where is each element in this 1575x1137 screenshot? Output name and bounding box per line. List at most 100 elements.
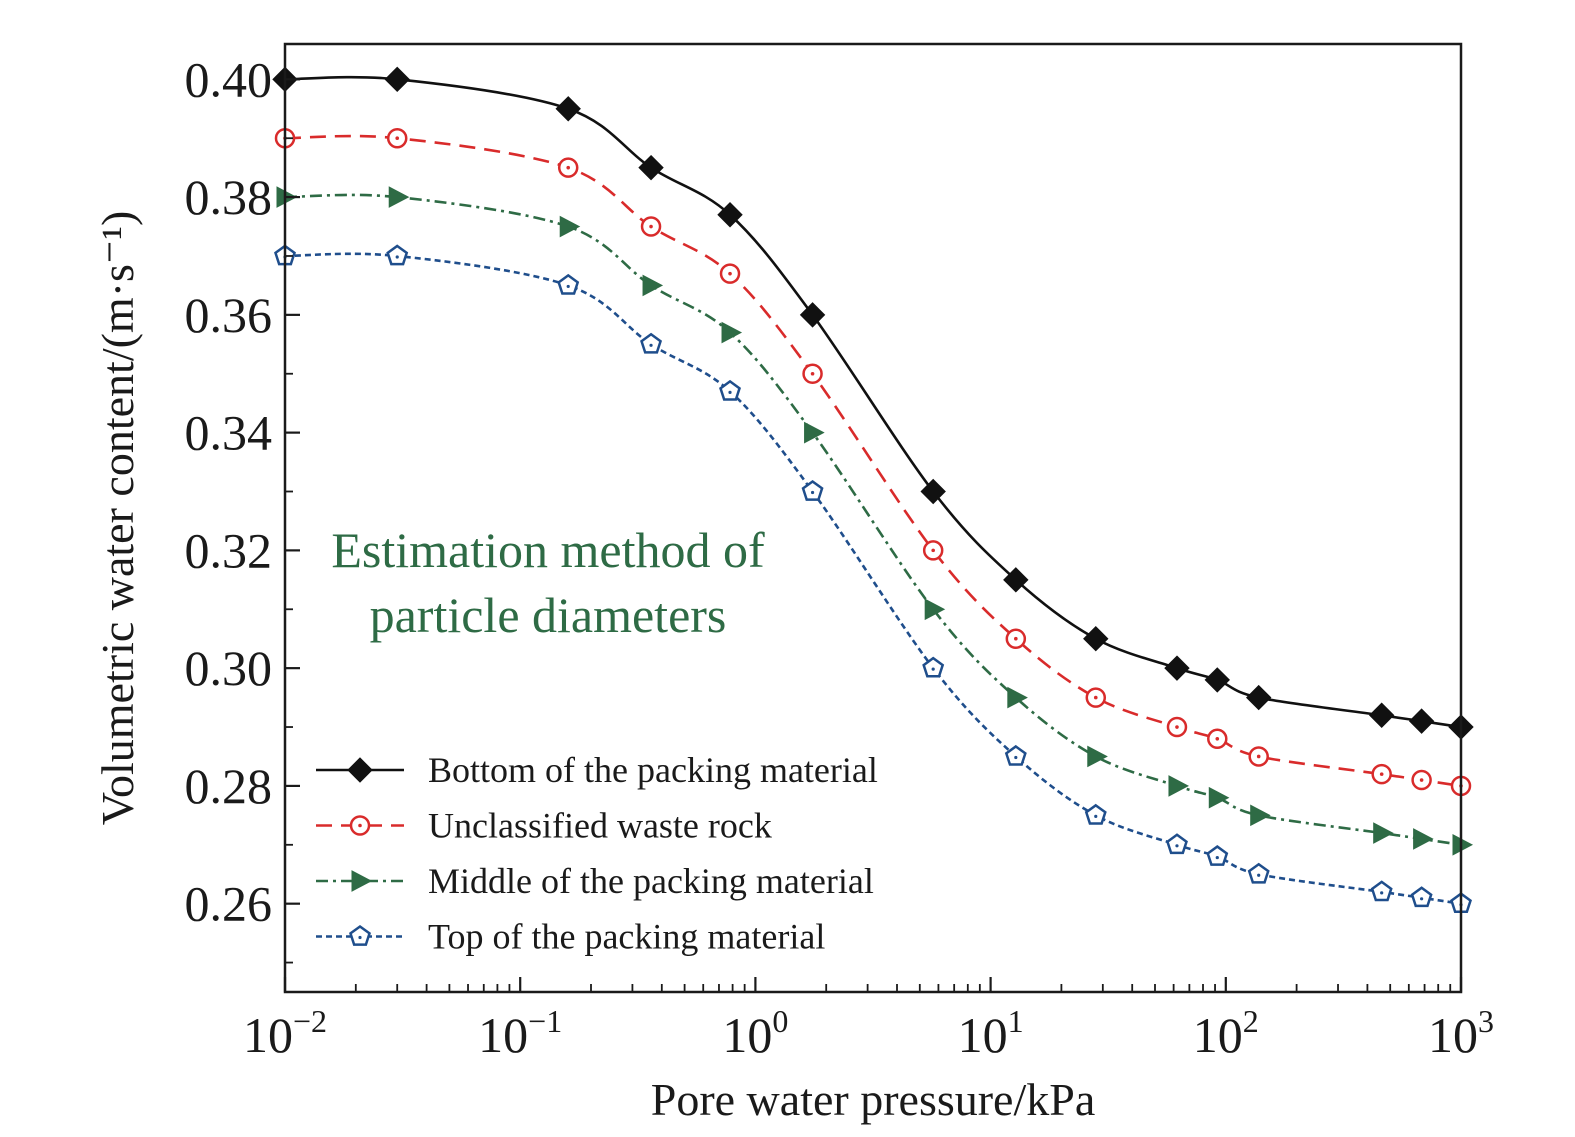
marker-dot (1094, 814, 1098, 818)
series-4-point (1247, 862, 1270, 884)
series-3-point (1413, 828, 1434, 850)
series-2-point (386, 127, 408, 149)
series-3-point (1208, 786, 1230, 809)
series-1-point (1368, 702, 1395, 728)
series-4-point (801, 479, 824, 501)
series-2-point (1085, 687, 1107, 708)
series-2-point (719, 263, 741, 284)
marker-dot (1175, 725, 1179, 729)
marker-shape (719, 379, 742, 401)
y-tick-label: 0.38 (185, 169, 273, 225)
series-1-point (1408, 708, 1435, 734)
series-4-point (1084, 803, 1107, 825)
marker-dot (395, 255, 399, 259)
legend-label: Top of the packing material (428, 917, 825, 957)
series-3-point (388, 186, 410, 208)
legend-label: Unclassified waste rock (428, 806, 772, 846)
x-tick-label: 10−1 (478, 1003, 562, 1063)
x-tick-label: 102 (1193, 1003, 1259, 1063)
series-2-point (557, 157, 579, 178)
marker-shape (1004, 744, 1027, 766)
series-line-3 (284, 193, 1462, 847)
series-4-point (386, 244, 409, 266)
marker-dot (1093, 695, 1098, 700)
series-3-point (924, 598, 946, 621)
marker-dot (358, 823, 362, 828)
series-2-point (922, 540, 944, 561)
marker-dot (1175, 844, 1179, 848)
marker-dot (810, 371, 815, 376)
series-1-point (638, 154, 664, 181)
series-3-point (642, 274, 664, 297)
legend-marker (349, 815, 371, 836)
series-4-point (557, 273, 580, 295)
plot-frame (283, 42, 1463, 994)
marker-dot (649, 224, 653, 229)
series-3-point (1007, 686, 1028, 709)
legend-item: Top of the packing material (316, 917, 825, 957)
series-2-point (1005, 628, 1027, 649)
annotation-line-1: Estimation method of (331, 522, 765, 578)
series-3-point (1373, 822, 1394, 844)
marker-dot (931, 667, 935, 671)
series-1-point (1083, 626, 1109, 652)
legend-marker (349, 924, 371, 946)
marker-shape (1165, 833, 1188, 855)
legend-label: Middle of the packing material (428, 861, 874, 901)
legend-marker (351, 870, 373, 892)
x-tick-label: 103 (1428, 1003, 1494, 1063)
marker-shape (557, 273, 580, 295)
series-3-point (1452, 833, 1474, 856)
series-4-point (1004, 744, 1027, 766)
series-2-point (640, 216, 662, 237)
marker-shape (640, 332, 663, 354)
legend: Bottom of the packing material Unclassifi… (316, 750, 878, 957)
y-tick-label: 0.26 (185, 876, 273, 932)
y-tick-label: 0.30 (185, 640, 273, 696)
y-tick-label: 0.34 (185, 405, 273, 461)
series-1-point (1003, 567, 1029, 593)
series-4-point (1370, 880, 1393, 902)
marker-dot (1380, 891, 1384, 895)
series-2-point (802, 363, 823, 384)
marker-dot (649, 343, 653, 347)
x-tick-label: 100 (722, 1003, 788, 1063)
marker-dot (566, 165, 571, 170)
marker-dot (1215, 855, 1219, 860)
marker-shape (801, 479, 824, 501)
y-tick-label: 0.36 (185, 287, 273, 343)
marker-dot (1379, 772, 1384, 776)
series-1-point (799, 302, 826, 328)
series-4-point (922, 656, 945, 678)
series-1-point (1204, 667, 1230, 693)
marker-dot (728, 390, 732, 395)
marker-dot (358, 935, 362, 940)
legend-item: Middle of the packing material (316, 861, 874, 901)
series-3-point (1250, 804, 1271, 827)
series-3-point (1087, 745, 1108, 768)
series-3-point (804, 421, 825, 444)
series-2-point (1371, 763, 1392, 785)
series-2-point (1166, 716, 1188, 738)
marker-shape (1084, 803, 1107, 825)
y-tick-label: 0.32 (185, 522, 273, 578)
marker-dot (931, 548, 935, 553)
series-3-point (1168, 775, 1190, 797)
series-2-point (1207, 728, 1228, 750)
tick-labels: 10−2 10−1 100 101 102 103 0.26 0.28 0.30 0.32 0.34… (185, 51, 1495, 1063)
series-2-point (1411, 769, 1432, 791)
legend-item: Bottom of the packing material (316, 750, 878, 790)
marker-dot (395, 136, 400, 141)
marker-dot (1215, 737, 1220, 741)
marker-dot (1014, 636, 1018, 641)
series-line-4 (284, 252, 1462, 905)
marker-dot (1420, 897, 1424, 901)
marker-shape (1206, 845, 1229, 866)
marker-shape (922, 656, 945, 678)
marker-dot (1014, 755, 1018, 760)
series-2-point (1248, 746, 1269, 767)
series-markers (272, 66, 1474, 914)
y-tick-label: 0.28 (185, 758, 273, 814)
marker-dot (566, 284, 570, 289)
annotation-line-2: particle diameters (370, 587, 727, 643)
